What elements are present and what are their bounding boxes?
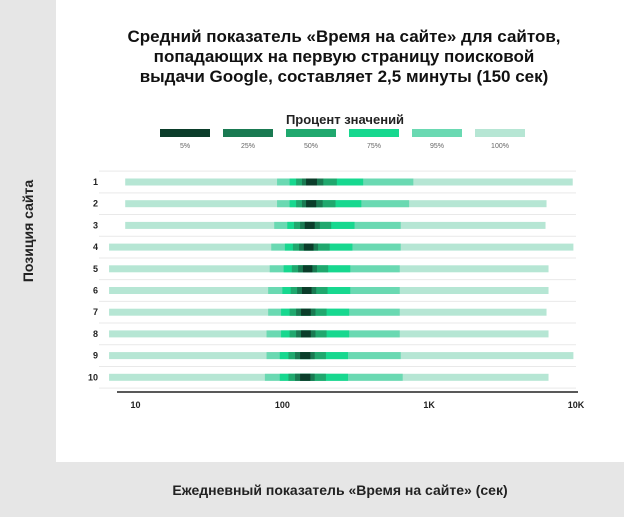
legend-title: Процент значений [286,112,404,127]
percentile-band-pct5 [306,200,317,208]
percentile-band-pct5 [302,265,313,273]
y-axis-label-container: Позиция сайта [0,0,56,462]
legend-label: 5% [180,143,190,150]
chart-title: Средний показатель «Время на сайте» для … [80,27,608,87]
position-label: 7 [93,307,98,317]
chart-title-line: Средний показатель «Время на сайте» для … [127,27,561,46]
x-axis-label: Ежедневный показатель «Время на сайте» (… [172,481,508,498]
legend-swatch [412,129,462,137]
legend-swatch [160,129,210,137]
chart-title-line: выдачи Google, составляет 2,5 минуты (15… [139,67,549,86]
legend-swatch [286,129,336,137]
position-label: 2 [93,199,98,209]
x-tick-label: 1K [423,400,435,410]
position-label: 9 [93,351,98,361]
percentile-band-pct5 [303,243,314,251]
percentile-band-pct5 [301,287,312,294]
chart-title-line: попадающих на первую страницу поисковой [153,47,535,66]
percentile-band-pct5 [306,178,317,186]
legend-swatch [349,129,399,137]
percentile-band-pct5 [300,373,311,381]
position-label: 1 [93,177,98,187]
percentile-band-pct5 [301,308,311,316]
percentile-box-chart: Процент значений 5% 25% 50% 75% 95% 100% 1 2 3 4 5 6… [88,112,585,410]
x-tick-label: 100 [275,400,290,410]
legend-label: 50% [304,143,318,150]
y-axis-sidebar [0,0,56,517]
legend-label: 25% [241,143,255,150]
percentile-band-pct5 [304,221,315,229]
position-label: 10 [88,372,98,382]
position-label: 8 [93,329,98,339]
position-label: 6 [93,286,98,296]
x-axis-footer [56,462,624,517]
x-tick-label: 10K [568,400,585,410]
legend-swatch [475,129,525,137]
position-label: 5 [93,264,98,274]
percentile-band-pct5 [301,330,311,338]
legend-swatch [223,129,273,137]
x-tick-label: 10 [131,400,141,410]
position-label: 4 [93,242,98,252]
y-axis-label: Позиция сайта [20,179,36,283]
legend-label: 95% [430,143,444,150]
position-label: 3 [93,220,98,230]
percentile-band-pct5 [300,352,311,360]
legend-label: 100% [491,143,509,150]
legend-label: 75% [367,143,381,150]
